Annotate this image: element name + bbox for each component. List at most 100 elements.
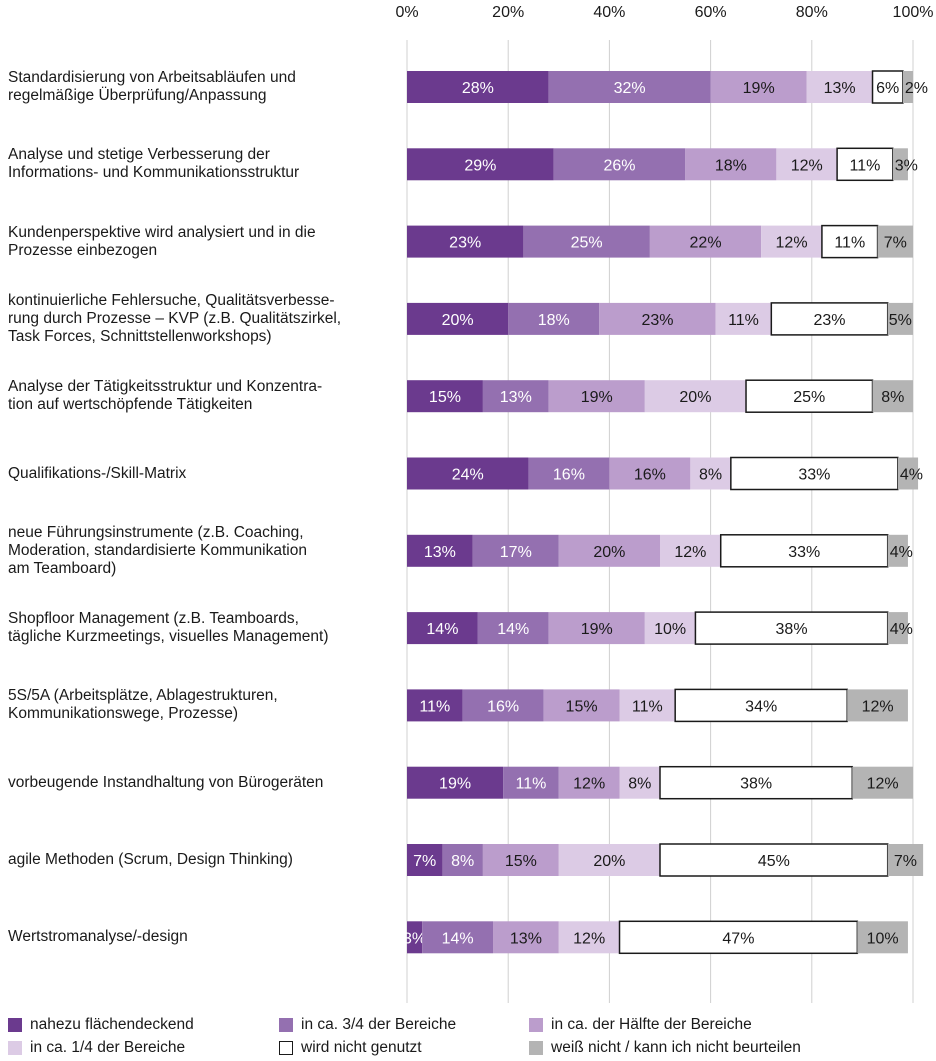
bar-segment bbox=[852, 766, 913, 799]
data-label: 18% bbox=[715, 157, 747, 174]
data-label: 11% bbox=[850, 157, 881, 174]
bar-segment bbox=[558, 766, 620, 799]
x-tick-label: 40% bbox=[593, 4, 626, 21]
data-label: 25% bbox=[793, 389, 825, 406]
data-label: 12% bbox=[674, 544, 706, 561]
bar-segment bbox=[649, 225, 762, 258]
bar-segment bbox=[776, 148, 838, 181]
data-label: 13% bbox=[424, 544, 456, 561]
legend-item: weiß nicht / kann ich nicht beurteilen bbox=[529, 1039, 801, 1057]
bar-segment bbox=[887, 612, 908, 645]
data-label: 16% bbox=[634, 467, 666, 484]
x-tick-label: 0% bbox=[395, 4, 419, 21]
data-label: 17% bbox=[500, 544, 532, 561]
bar-segment bbox=[897, 457, 919, 490]
legend-item: in ca. 1/4 der Bereiche bbox=[8, 1039, 185, 1057]
bar-segment bbox=[847, 689, 908, 722]
data-label: 19% bbox=[581, 621, 613, 638]
x-tick-label: 20% bbox=[492, 4, 525, 21]
bar-segment bbox=[422, 921, 494, 954]
bar-segment bbox=[528, 457, 610, 490]
bar-segment bbox=[887, 534, 908, 567]
data-label: 26% bbox=[604, 157, 636, 174]
bar-segment bbox=[761, 225, 822, 258]
data-label: 19% bbox=[581, 389, 613, 406]
category-label: Kundenperspektive wird analysiert und in… bbox=[8, 223, 316, 259]
legend-swatch bbox=[529, 1041, 543, 1055]
legend-item: in ca. der Hälfte der Bereiche bbox=[529, 1016, 752, 1034]
data-label: 45% bbox=[758, 853, 790, 870]
data-label: 33% bbox=[788, 544, 820, 561]
bar-segment bbox=[477, 612, 549, 645]
bar-segment bbox=[902, 71, 913, 103]
data-label: 3% bbox=[895, 157, 918, 174]
data-label: 23% bbox=[449, 235, 481, 252]
data-label: 19% bbox=[439, 776, 471, 793]
data-label: 15% bbox=[566, 698, 598, 715]
bar-segment bbox=[407, 534, 473, 567]
bar-segment bbox=[558, 921, 620, 954]
category-label: Shopfloor Management (z.B. Teamboards, tä… bbox=[8, 610, 329, 646]
bar-segment bbox=[548, 71, 711, 103]
bar-segment bbox=[548, 612, 645, 645]
legend-swatch bbox=[8, 1041, 22, 1055]
legend-label: wird nicht genutzt bbox=[301, 1039, 422, 1056]
data-label: 34% bbox=[745, 698, 777, 715]
data-label: 20% bbox=[593, 853, 625, 870]
bar-segment bbox=[857, 921, 908, 954]
legend-label: in ca. der Hälfte der Bereiche bbox=[551, 1016, 752, 1033]
bar-segment bbox=[407, 380, 483, 413]
data-label: 13% bbox=[500, 389, 532, 406]
bar-segment bbox=[644, 380, 747, 413]
x-tick-label: 60% bbox=[694, 4, 727, 21]
bar-segment bbox=[482, 380, 549, 413]
data-label: 14% bbox=[426, 621, 458, 638]
category-label: Wertstromanalyse/-design bbox=[8, 928, 188, 946]
bar-segment bbox=[660, 534, 721, 567]
bar-segment bbox=[871, 70, 904, 104]
category-label: Standardisierung von Arbeitsabläufen und… bbox=[8, 69, 296, 104]
bar-segment bbox=[407, 225, 524, 258]
data-label: 5% bbox=[889, 312, 912, 329]
bar-segment bbox=[887, 302, 913, 335]
data-label: 16% bbox=[553, 467, 585, 484]
data-label: 38% bbox=[740, 776, 772, 793]
bar-segment bbox=[836, 147, 894, 182]
legend-swatch bbox=[529, 1018, 543, 1032]
bar-segment bbox=[609, 457, 691, 490]
legend-swatch bbox=[279, 1018, 293, 1032]
data-label: 3% bbox=[403, 930, 426, 947]
data-label: 15% bbox=[505, 853, 537, 870]
data-label: 23% bbox=[813, 312, 845, 329]
bar-segment bbox=[503, 766, 559, 799]
bar-segment bbox=[482, 844, 559, 876]
bar-segment bbox=[407, 148, 554, 181]
bar-segment bbox=[887, 844, 924, 876]
bar-segment bbox=[407, 71, 549, 103]
data-label: 12% bbox=[776, 235, 808, 252]
bar-segment bbox=[719, 534, 889, 568]
bar-segment bbox=[558, 844, 660, 876]
data-label: 14% bbox=[497, 621, 529, 638]
data-label: 29% bbox=[464, 157, 496, 174]
bar-segment bbox=[407, 302, 509, 335]
data-label: 14% bbox=[442, 930, 474, 947]
data-label: 15% bbox=[429, 389, 461, 406]
data-label: 16% bbox=[487, 698, 519, 715]
legend-label: weiß nicht / kann ich nicht beurteilen bbox=[551, 1039, 801, 1056]
data-label: 10% bbox=[654, 621, 686, 638]
data-label: 8% bbox=[881, 389, 904, 406]
category-label: agile Methoden (Scrum, Design Thinking) bbox=[8, 851, 293, 868]
legend-item: nahezu flächendeckend bbox=[8, 1016, 194, 1034]
data-label: 38% bbox=[776, 621, 808, 638]
bar-segment bbox=[685, 148, 777, 181]
bar-segment bbox=[659, 843, 889, 877]
data-label: 6% bbox=[876, 80, 899, 97]
bar-segment bbox=[442, 844, 483, 876]
data-label: 8% bbox=[628, 776, 651, 793]
bar-segment bbox=[745, 379, 874, 413]
data-label: 4% bbox=[890, 621, 913, 638]
bar-segment bbox=[407, 612, 478, 645]
bar-segment bbox=[523, 225, 650, 258]
